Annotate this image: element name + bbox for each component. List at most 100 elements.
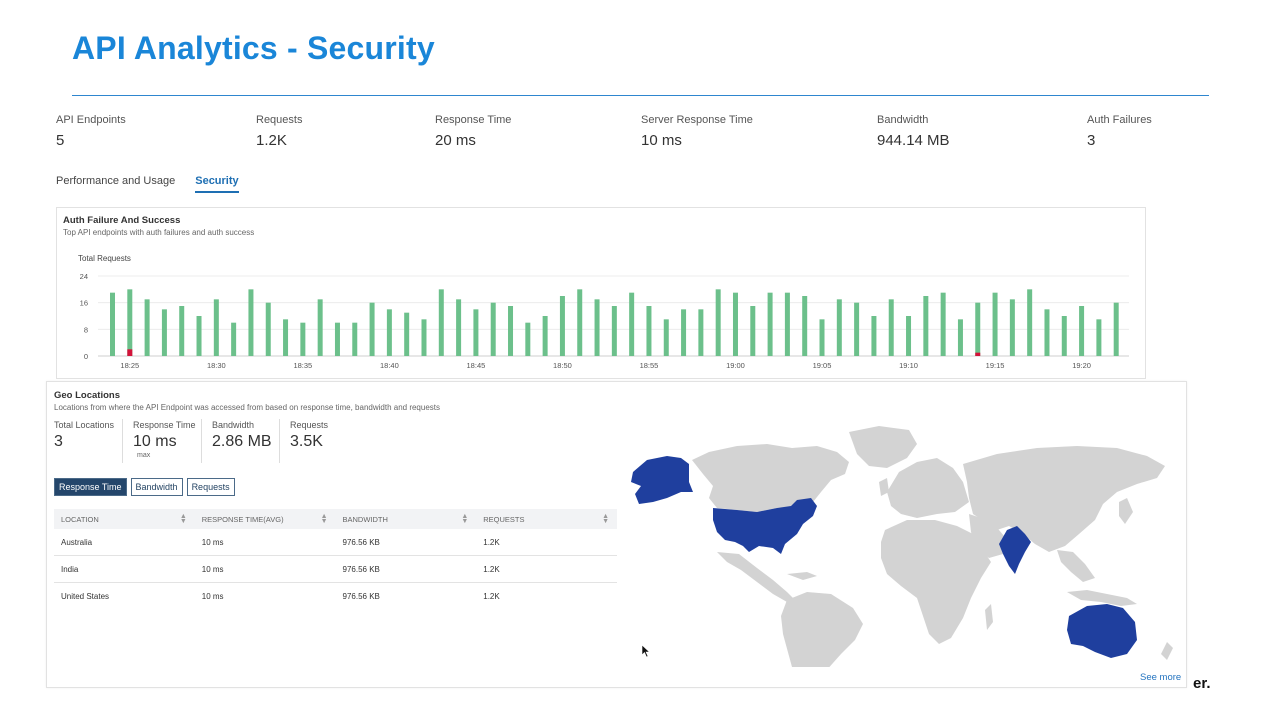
highlight-india[interactable] — [999, 526, 1031, 574]
bar-success[interactable] — [629, 292, 635, 356]
world-map[interactable] — [617, 402, 1177, 667]
column-header-requests[interactable]: REQUESTS ▲ ▼ — [476, 512, 617, 525]
bar-success[interactable] — [473, 309, 479, 356]
bar-success[interactable] — [283, 319, 289, 356]
bar-success[interactable] — [1009, 299, 1015, 356]
bar-success[interactable] — [421, 319, 427, 356]
bar-success[interactable] — [1096, 319, 1102, 356]
sort-icon[interactable]: ▲ ▼ — [320, 512, 328, 525]
bar-success[interactable] — [836, 299, 842, 356]
land-southeast-asia[interactable] — [1057, 550, 1095, 582]
table-row[interactable]: Australia 10 ms 976.56 KB 1.2K — [54, 529, 617, 556]
bar-success[interactable] — [663, 319, 669, 356]
bar-success[interactable] — [127, 289, 133, 356]
bar-success[interactable] — [715, 289, 721, 356]
bar-success[interactable] — [196, 316, 202, 356]
land-madagascar[interactable] — [985, 604, 993, 630]
bar-success[interactable] — [611, 306, 617, 356]
bar-success[interactable] — [265, 302, 271, 356]
highlight-alaska[interactable] — [631, 456, 693, 504]
bar-success[interactable] — [161, 309, 167, 356]
bar-success[interactable] — [854, 302, 860, 356]
bar-success[interactable] — [802, 296, 808, 356]
bar-success[interactable] — [1027, 289, 1033, 356]
table-row[interactable]: United States 10 ms 976.56 KB 1.2K — [54, 583, 617, 610]
land-north-america[interactable] — [692, 444, 849, 512]
bar-success[interactable] — [992, 292, 998, 356]
bar-success[interactable] — [871, 316, 877, 356]
bar-failure[interactable] — [975, 352, 981, 356]
bar-success[interactable] — [317, 299, 323, 356]
bar-success[interactable] — [110, 292, 115, 356]
bar-success[interactable] — [542, 316, 548, 356]
response-time-button[interactable]: Response Time — [54, 478, 127, 496]
land-indonesia[interactable] — [1067, 590, 1137, 606]
bar-success[interactable] — [577, 289, 583, 356]
sort-icon[interactable]: ▲ ▼ — [179, 512, 187, 525]
bar-success[interactable] — [352, 322, 358, 356]
tab-security[interactable]: Security — [195, 175, 239, 193]
column-header-bandwidth[interactable]: BANDWIDTH ▲ ▼ — [336, 512, 477, 525]
bar-success[interactable] — [456, 299, 462, 356]
bar-success[interactable] — [784, 292, 790, 356]
bar-success[interactable] — [646, 306, 652, 356]
bar-failure[interactable] — [127, 349, 133, 356]
land-uk[interactable] — [879, 478, 889, 496]
bar-success[interactable] — [1079, 306, 1085, 356]
land-asia[interactable] — [963, 446, 1165, 552]
bar-success[interactable] — [923, 296, 929, 356]
bar-success[interactable] — [698, 309, 704, 356]
land-south-america[interactable] — [781, 592, 863, 667]
bar-success[interactable] — [940, 292, 946, 356]
land-central-america[interactable] — [717, 552, 795, 602]
bar-success[interactable] — [179, 306, 185, 356]
bar-success[interactable] — [1061, 316, 1067, 356]
bar-success[interactable] — [888, 299, 894, 356]
bar-success[interactable] — [750, 306, 756, 356]
bar-success[interactable] — [508, 306, 514, 356]
bar-success[interactable] — [681, 309, 687, 356]
bar-success[interactable] — [144, 299, 150, 356]
bar-success[interactable] — [594, 299, 600, 356]
bar-success[interactable] — [369, 302, 375, 356]
bar-success[interactable] — [248, 289, 254, 356]
bar-success[interactable] — [819, 319, 825, 356]
bandwidth-button[interactable]: Bandwidth — [130, 478, 183, 496]
highlight-united-states[interactable] — [713, 498, 817, 554]
bar-success[interactable] — [490, 302, 496, 356]
bar-success[interactable] — [231, 322, 237, 356]
column-header-location[interactable]: LOCATION ▲ ▼ — [54, 512, 195, 525]
bar-success[interactable] — [213, 299, 219, 356]
see-more-link[interactable]: See more — [1140, 672, 1182, 683]
table-row[interactable]: India 10 ms 976.56 KB 1.2K — [54, 556, 617, 583]
highlight-australia[interactable] — [1067, 604, 1137, 658]
requests-button[interactable]: Requests — [186, 478, 235, 496]
column-header-response-time[interactable]: RESPONSE TIME(AVG) ▲ ▼ — [195, 512, 336, 525]
land-greenland[interactable] — [849, 426, 917, 468]
bar-success[interactable] — [906, 316, 912, 356]
bar-success[interactable] — [300, 322, 306, 356]
land-japan[interactable] — [1119, 498, 1133, 524]
bar-success[interactable] — [957, 319, 963, 356]
land-new-zealand[interactable] — [1161, 642, 1173, 660]
bar-success[interactable] — [1113, 302, 1119, 356]
chart-y-axis-label: Total Requests — [78, 254, 131, 263]
sort-icon[interactable]: ▲ ▼ — [602, 512, 609, 525]
bar-success[interactable] — [404, 312, 410, 356]
bar-success[interactable] — [525, 322, 531, 356]
bar-success[interactable] — [975, 302, 981, 356]
bar-success[interactable] — [767, 292, 773, 356]
land-caribbean[interactable] — [787, 572, 817, 580]
bar-success[interactable] — [438, 289, 444, 356]
bar-success[interactable] — [334, 322, 340, 356]
bar-success[interactable] — [1044, 309, 1050, 356]
bar-success[interactable] — [386, 309, 392, 356]
land-europe[interactable] — [887, 458, 969, 518]
land-africa[interactable] — [881, 520, 991, 644]
sort-icon[interactable]: ▲ ▼ — [461, 512, 469, 525]
stray-text: er. — [1193, 675, 1211, 692]
tab-performance-and-usage[interactable]: Performance and Usage — [56, 175, 176, 187]
bar-success[interactable] — [559, 296, 565, 356]
bar-success[interactable] — [732, 292, 738, 356]
land-middle-east[interactable] — [969, 514, 1009, 558]
